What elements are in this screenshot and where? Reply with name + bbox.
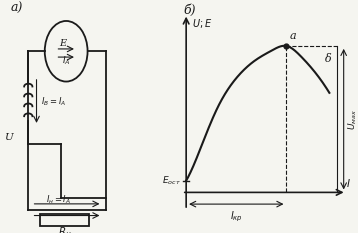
Text: $U_{мах}$: $U_{мах}$ bbox=[347, 109, 358, 130]
Text: E: E bbox=[59, 39, 67, 48]
Text: $U; E$: $U; E$ bbox=[192, 17, 212, 30]
Text: U: U bbox=[4, 133, 13, 142]
Text: a): a) bbox=[10, 2, 23, 15]
Text: $I_{кр}$: $I_{кр}$ bbox=[230, 210, 243, 224]
Text: $R_н$: $R_н$ bbox=[58, 225, 71, 233]
Text: б): б) bbox=[183, 4, 196, 17]
Text: $I_А$: $I_А$ bbox=[62, 54, 71, 67]
Bar bbox=[40, 214, 89, 226]
Text: δ: δ bbox=[325, 54, 332, 64]
Text: $I_н=I_А$: $I_н=I_А$ bbox=[46, 194, 71, 206]
Text: $I_B=I_А$: $I_B=I_А$ bbox=[42, 95, 67, 108]
Text: a: a bbox=[289, 31, 296, 41]
Text: $I$: $I$ bbox=[345, 178, 350, 189]
Text: $E_{ост}$: $E_{ост}$ bbox=[161, 175, 180, 187]
